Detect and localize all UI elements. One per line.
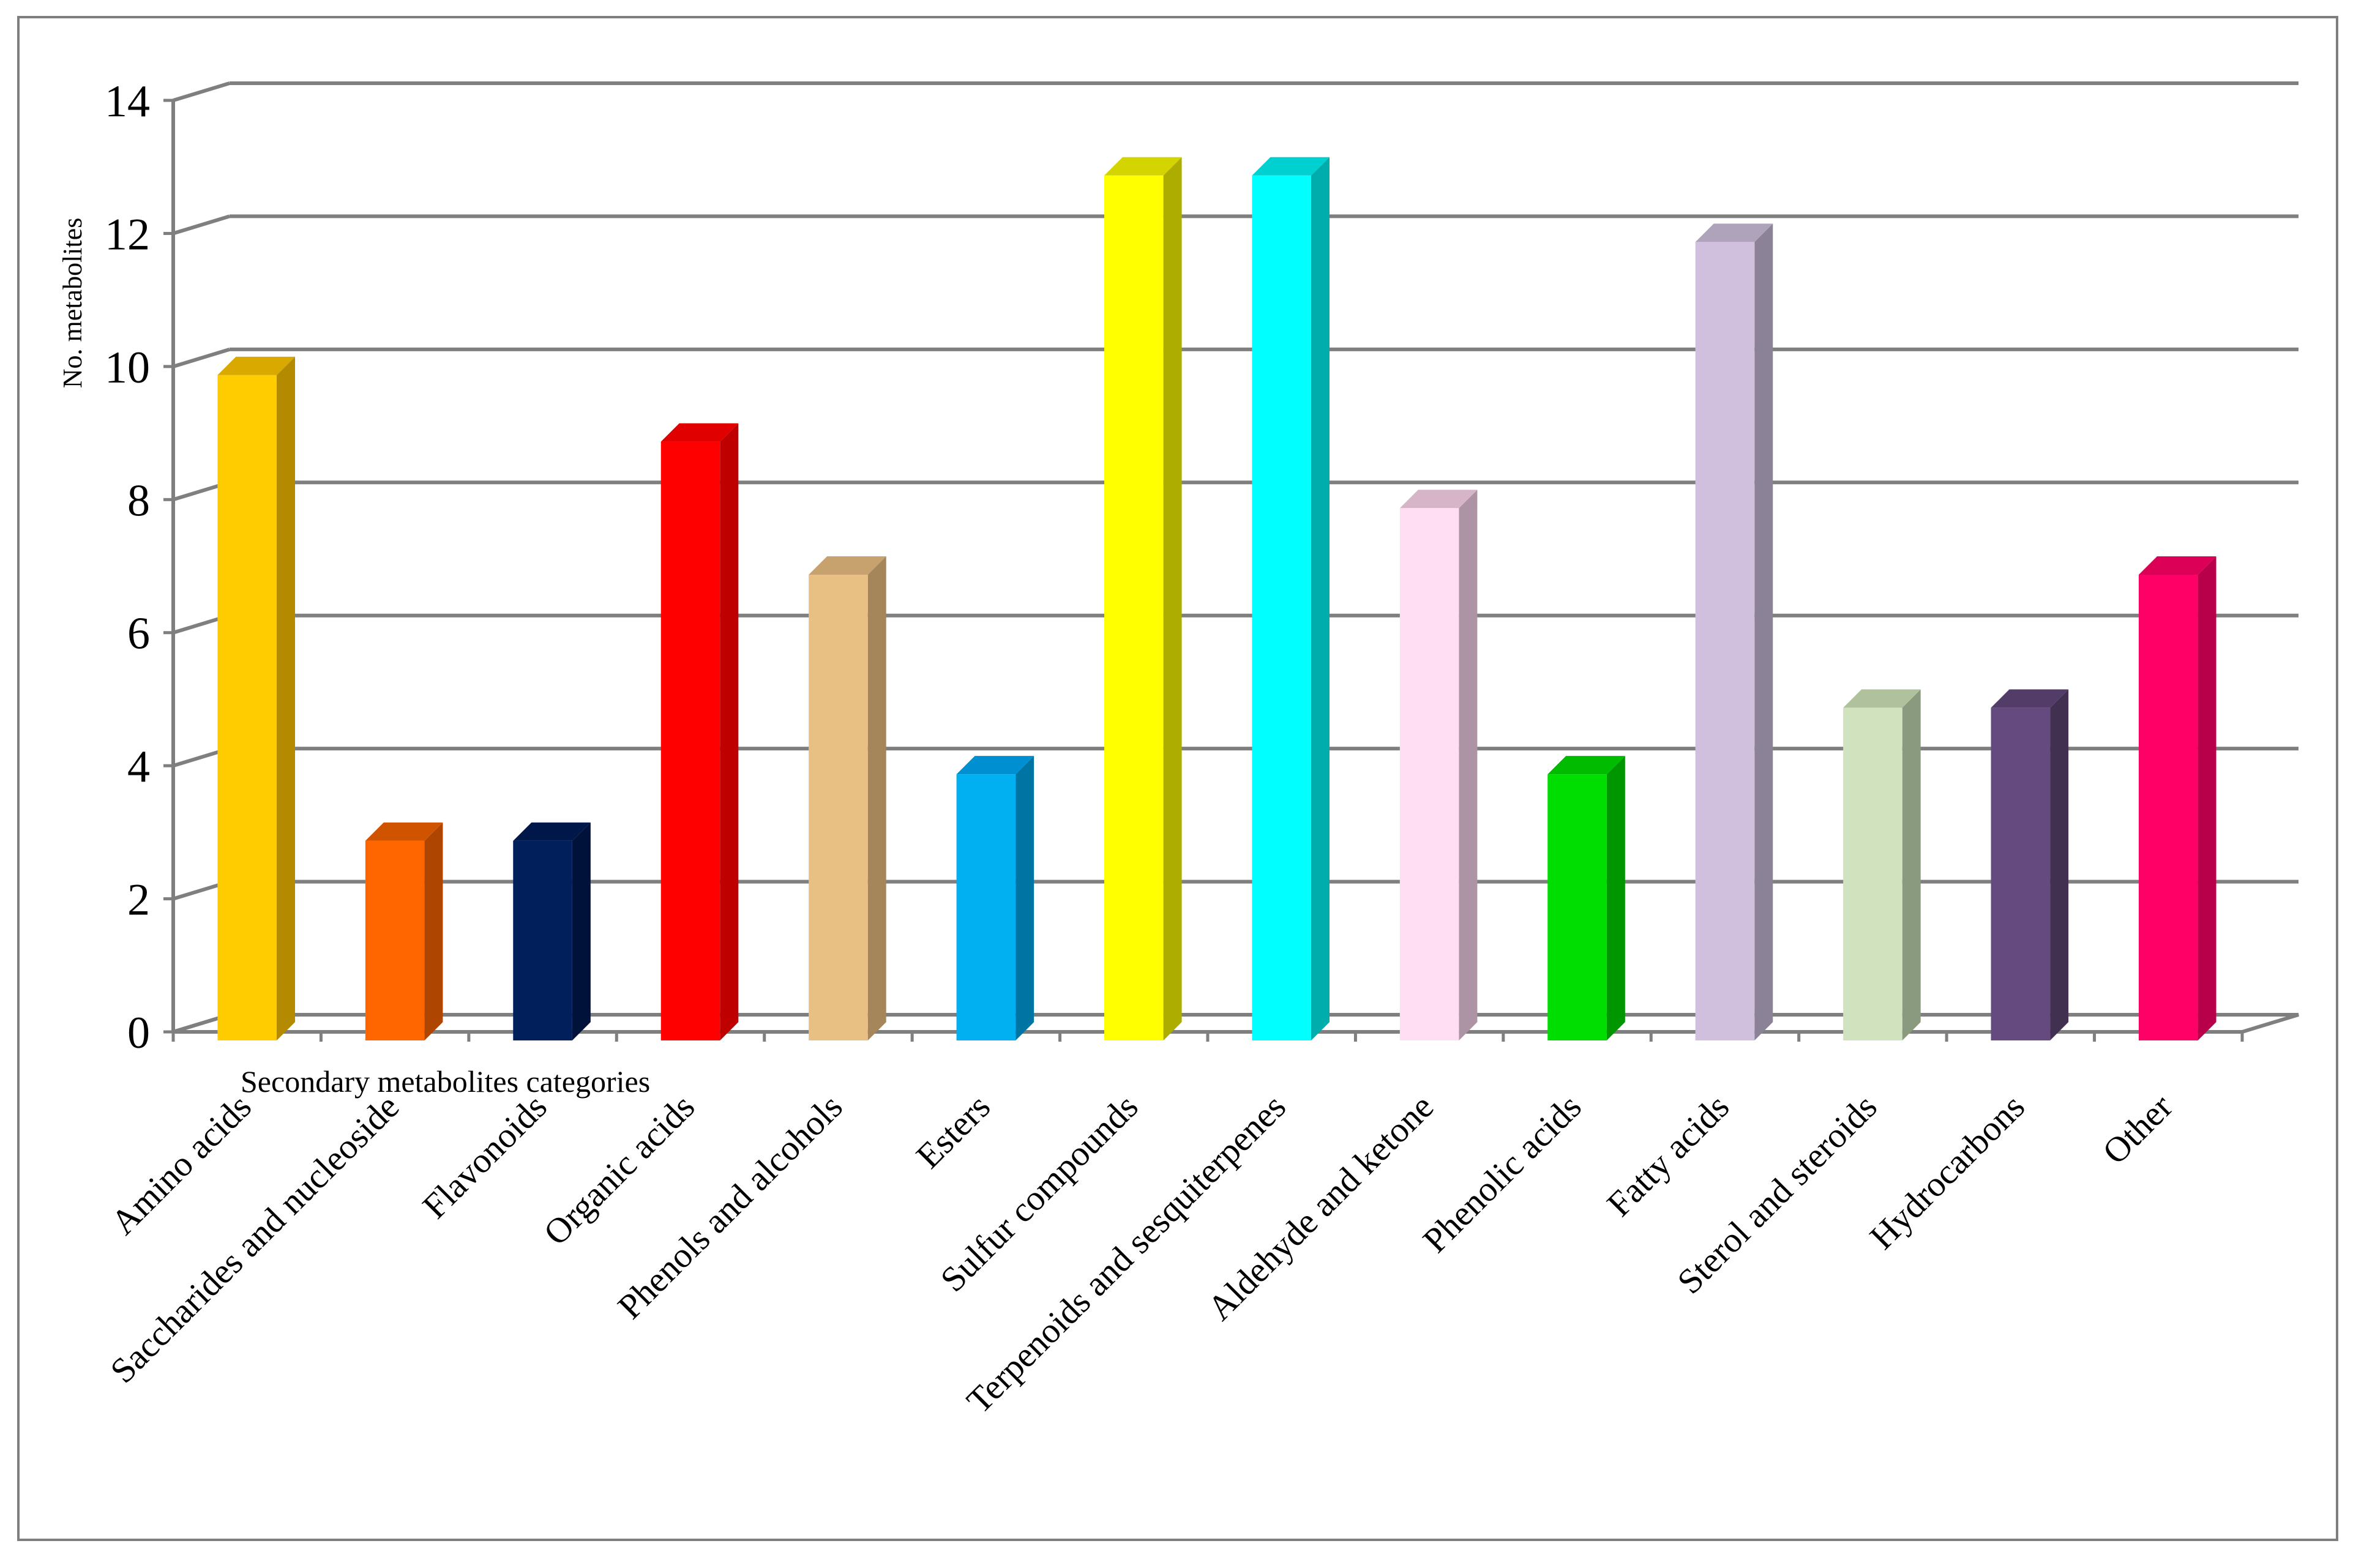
bar-side (1606, 756, 1625, 1040)
bar-side (424, 822, 443, 1040)
x-axis-label: Secondary metabolites categories (241, 1064, 650, 1099)
bar-top (660, 423, 739, 442)
axes (163, 99, 2299, 1042)
bar (1399, 508, 1459, 1040)
bar-side (277, 356, 295, 1040)
bar (1991, 707, 2051, 1040)
y-tick-label: 10 (105, 343, 150, 393)
bar (365, 840, 425, 1040)
bar (1843, 707, 1902, 1040)
y-tick-label: 4 (127, 742, 150, 792)
y-tick-label: 6 (127, 609, 150, 659)
y-tick-label: 8 (127, 476, 150, 526)
bar-top (1991, 689, 2069, 708)
bar (217, 375, 277, 1040)
bar-side (1754, 223, 1773, 1040)
bar-side (1016, 756, 1034, 1040)
bar-top (217, 356, 295, 375)
bars (217, 157, 2216, 1040)
bar (513, 840, 572, 1040)
bar-top (2139, 556, 2216, 575)
bar (809, 575, 868, 1040)
bar-side (1311, 157, 1330, 1040)
x-tick-label: Fatty acids (1599, 1086, 1737, 1224)
x-tick-label: Flavonoids (415, 1086, 555, 1226)
gridline-side (173, 214, 230, 236)
bar-side (572, 822, 591, 1040)
bar-top (1399, 490, 1478, 509)
gridlines (173, 81, 2299, 1034)
x-tick-label: Phenolic acids (1415, 1086, 1589, 1260)
bar-side (720, 423, 739, 1040)
bar-side (2198, 556, 2216, 1040)
bar (660, 441, 720, 1040)
bar (1695, 242, 1755, 1040)
y-tick-label: 14 (105, 77, 150, 127)
gridline-side (173, 81, 230, 102)
x-tick-label: Other (2095, 1086, 2180, 1171)
y-tick-labels: 0 2 4 6 8 10 12 14 (105, 77, 150, 1058)
bar-top (1252, 157, 1330, 176)
x-tick-label: Organic acids (536, 1086, 702, 1253)
bar-top (1104, 157, 1182, 176)
y-tick-label: 2 (127, 875, 150, 925)
floor-outline (173, 1013, 2299, 1034)
bar-top (1843, 689, 1921, 708)
bar (1104, 175, 1164, 1040)
y-tick-label: 0 (127, 1008, 150, 1058)
bar (1252, 175, 1311, 1040)
bar-side (867, 556, 886, 1040)
x-tick-label: Saccharides and nucleoside (102, 1086, 406, 1391)
bar-top (1547, 756, 1625, 775)
bar-side (2050, 689, 2069, 1040)
bar-top (809, 556, 886, 575)
bar-top (513, 822, 591, 841)
x-tick-label: Terpenoids and sesquiterpenes (959, 1086, 1293, 1421)
bar-top (365, 822, 443, 841)
bar-side (1902, 689, 1921, 1040)
x-tick-label: Hydrocarbons (1862, 1086, 2032, 1256)
bar-top (1695, 223, 1773, 242)
bar-side (1163, 157, 1182, 1040)
y-tick-label: 12 (105, 209, 150, 259)
x-tick-label: Esters (908, 1086, 998, 1176)
x-tick-label: Amino acids (103, 1086, 258, 1242)
y-axis-label: No. metabolites (58, 218, 88, 389)
bar (956, 774, 1016, 1040)
bar-top (956, 756, 1034, 775)
bar (1547, 774, 1607, 1040)
gridline-side (173, 347, 230, 368)
bar (2139, 575, 2198, 1040)
bar-side (1459, 490, 1478, 1040)
